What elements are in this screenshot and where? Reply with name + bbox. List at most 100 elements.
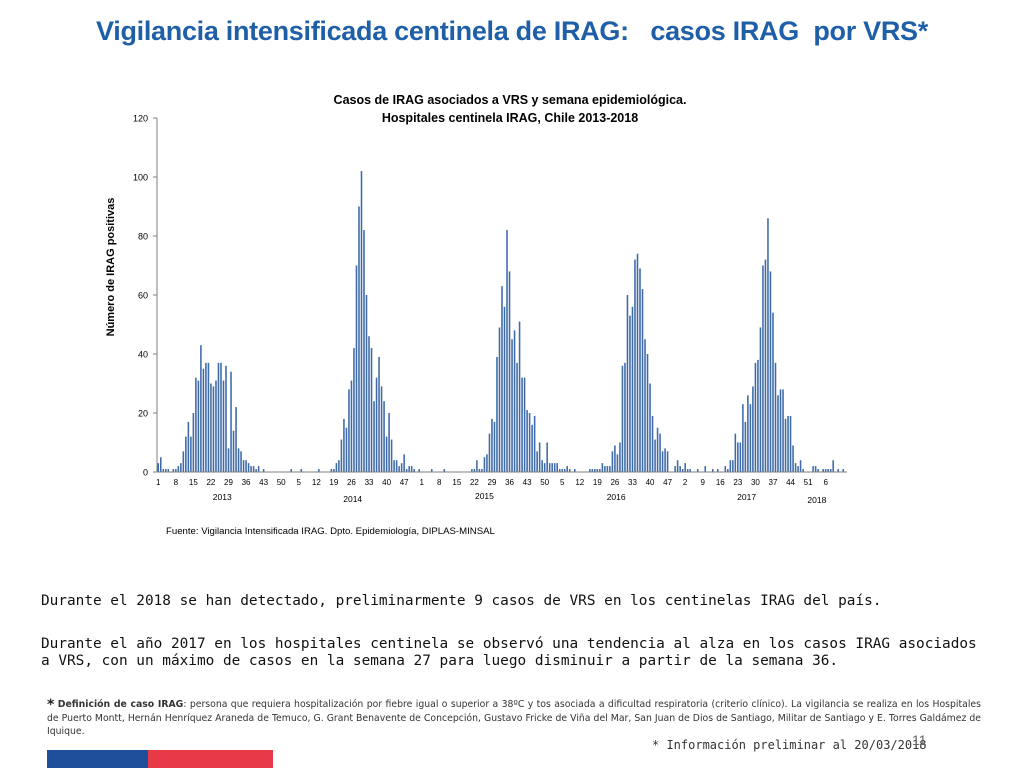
bar bbox=[659, 433, 661, 472]
x-tick-label: 51 bbox=[804, 478, 813, 487]
bar bbox=[757, 359, 759, 472]
bar bbox=[779, 389, 782, 472]
bar bbox=[373, 401, 375, 472]
x-tick-label: 33 bbox=[628, 478, 637, 487]
bar bbox=[827, 469, 829, 472]
bar bbox=[240, 451, 242, 472]
bar bbox=[656, 427, 659, 472]
bar bbox=[606, 466, 609, 472]
x-tick-label: 26 bbox=[347, 478, 356, 487]
bar bbox=[568, 469, 571, 472]
y-axis-label: Número de IRAG positivas bbox=[105, 198, 117, 337]
bar bbox=[646, 354, 649, 472]
bar bbox=[360, 171, 363, 472]
chart-source-note: Fuente: Vigilancia Intensificada IRAG. D… bbox=[166, 526, 496, 537]
year-label: 2015 bbox=[475, 491, 494, 501]
x-tick-label: 40 bbox=[646, 478, 655, 487]
bar bbox=[430, 469, 433, 472]
bar bbox=[177, 466, 180, 472]
bar-series bbox=[157, 171, 845, 472]
x-tick-label: 36 bbox=[505, 478, 514, 487]
bar bbox=[358, 206, 360, 472]
bar bbox=[343, 418, 345, 472]
bar bbox=[556, 463, 558, 472]
bar bbox=[200, 345, 202, 472]
x-tick-label: 50 bbox=[540, 478, 549, 487]
bar bbox=[664, 448, 666, 472]
x-tick-label: 22 bbox=[470, 478, 479, 487]
bar bbox=[363, 230, 365, 472]
bar bbox=[639, 268, 641, 472]
bar bbox=[759, 327, 762, 472]
bar bbox=[573, 469, 576, 472]
bar bbox=[824, 469, 827, 472]
bar bbox=[252, 466, 255, 472]
y-tick-label: 0 bbox=[143, 468, 148, 478]
case-definition-note: * Definición de caso IRAG: persona que r… bbox=[47, 698, 981, 738]
bar bbox=[227, 448, 230, 472]
bar bbox=[626, 295, 629, 472]
x-tick-label: 16 bbox=[716, 478, 725, 487]
bar bbox=[250, 466, 252, 472]
bar bbox=[355, 265, 358, 472]
y-tick-label: 20 bbox=[138, 409, 148, 419]
bar bbox=[190, 436, 192, 472]
bar bbox=[222, 380, 225, 472]
bar bbox=[481, 469, 483, 472]
bar bbox=[734, 433, 737, 472]
bar bbox=[348, 389, 350, 472]
bar bbox=[531, 424, 533, 472]
bar bbox=[180, 463, 182, 472]
bar bbox=[737, 442, 739, 472]
x-tick-label: 30 bbox=[751, 478, 760, 487]
bar bbox=[486, 454, 488, 472]
bar bbox=[729, 460, 732, 472]
x-tick-label: 15 bbox=[189, 478, 198, 487]
bar bbox=[621, 365, 624, 472]
bar bbox=[548, 463, 551, 472]
x-tick-label: 12 bbox=[312, 478, 321, 487]
bar bbox=[654, 439, 656, 472]
bar bbox=[624, 362, 626, 472]
year-label: 2014 bbox=[343, 494, 362, 504]
definition-term: Definición de caso IRAG bbox=[57, 699, 184, 710]
x-tick-label: 37 bbox=[769, 478, 778, 487]
bar bbox=[749, 404, 752, 472]
bar bbox=[333, 469, 335, 472]
bar bbox=[383, 401, 385, 472]
bar bbox=[543, 463, 546, 472]
bar bbox=[797, 466, 799, 472]
bar bbox=[230, 371, 232, 472]
bar bbox=[353, 348, 355, 472]
bar bbox=[553, 463, 556, 472]
bar bbox=[676, 460, 679, 472]
y-tick-label: 60 bbox=[138, 291, 148, 301]
bar bbox=[516, 362, 518, 472]
bar bbox=[717, 469, 719, 472]
bar bbox=[754, 362, 757, 472]
bar bbox=[405, 469, 408, 472]
bar bbox=[503, 306, 506, 472]
bar bbox=[832, 460, 834, 472]
x-tick-label: 12 bbox=[575, 478, 584, 487]
bar bbox=[473, 469, 476, 472]
bar bbox=[782, 389, 784, 472]
bar bbox=[674, 466, 676, 472]
bar bbox=[235, 407, 237, 472]
year-label: 2013 bbox=[213, 492, 232, 502]
bar bbox=[689, 469, 691, 472]
bar bbox=[528, 413, 531, 472]
bar bbox=[192, 413, 195, 472]
bar bbox=[157, 463, 160, 472]
bar bbox=[496, 356, 498, 472]
slide-title: Vigilancia intensificada centinela de IR… bbox=[96, 16, 928, 46]
bar bbox=[636, 253, 639, 472]
bar bbox=[247, 463, 250, 472]
bar bbox=[764, 259, 767, 472]
y-tick-label: 100 bbox=[133, 173, 148, 183]
bar bbox=[202, 368, 205, 472]
bar bbox=[368, 336, 370, 472]
bar bbox=[842, 469, 845, 472]
bar bbox=[212, 386, 215, 472]
chart-title-line2: Hospitales centinela IRAG, Chile 2013-20… bbox=[382, 111, 638, 125]
